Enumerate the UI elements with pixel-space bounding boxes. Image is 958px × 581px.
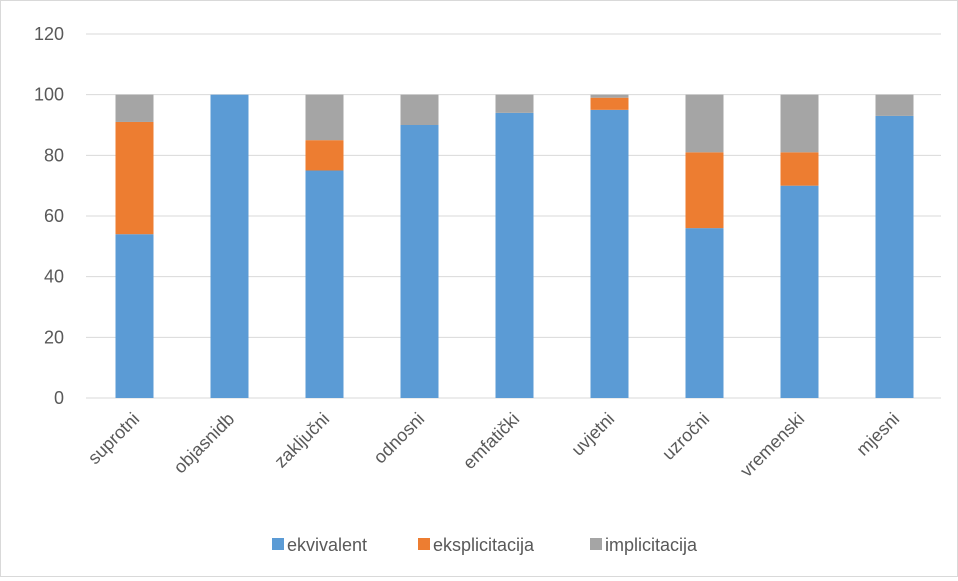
legend-swatch-ekvivalent	[272, 538, 284, 550]
x-tick-label: zaključni	[270, 409, 333, 472]
bar-ekvivalent-zaključni	[305, 170, 344, 398]
bar-ekvivalent-uzročni	[685, 228, 724, 398]
x-tick-label: mjesni	[852, 409, 903, 460]
bar-eksplicitacija-zaključni	[305, 140, 344, 171]
bar-ekvivalent-mjesni	[875, 115, 914, 399]
x-tick-label: objasnidb	[170, 409, 239, 478]
x-tick-label: emfatički	[459, 409, 523, 473]
y-tick-label: 0	[54, 388, 64, 408]
x-tick-label: odnosni	[370, 409, 429, 468]
bar-ekvivalent-emfatički	[495, 112, 534, 398]
y-tick-label: 20	[44, 327, 64, 347]
bar-implicitacija-zaključni	[305, 94, 344, 141]
bar-implicitacija-odnosni	[400, 94, 439, 125]
bar-eksplicitacija-vremenski	[780, 152, 819, 186]
bar-implicitacija-vremenski	[780, 94, 819, 153]
y-tick-label: 40	[44, 267, 64, 287]
bar-ekvivalent-objasnidb	[210, 94, 249, 399]
bar-ekvivalent-odnosni	[400, 125, 439, 398]
legend-label: ekvivalent	[287, 535, 367, 555]
y-axis-ticks: 0 20 40 60 80 100 120	[34, 24, 64, 408]
legend-label: eksplicitacija	[433, 535, 535, 555]
bar-eksplicitacija-suprotni	[115, 121, 154, 235]
bar-implicitacija-uvjetni	[590, 94, 629, 98]
legend-label: implicitacija	[605, 535, 698, 555]
x-tick-label: uzročni	[658, 409, 713, 464]
bar-ekvivalent-vremenski	[780, 185, 819, 398]
bar-implicitacija-suprotni	[115, 94, 154, 122]
y-tick-label: 120	[34, 24, 64, 44]
bar-implicitacija-uzročni	[685, 94, 724, 153]
legend: ekvivalent eksplicitacija implicitacija	[272, 535, 698, 555]
bar-ekvivalent-suprotni	[115, 234, 154, 398]
y-tick-label: 60	[44, 206, 64, 226]
x-tick-label: suprotni	[84, 409, 143, 468]
bar-eksplicitacija-uvjetni	[590, 97, 629, 110]
legend-swatch-implicitacija	[590, 538, 602, 550]
y-tick-label: 100	[34, 85, 64, 105]
bar-eksplicitacija-uzročni	[685, 152, 724, 229]
bar-ekvivalent-uvjetni	[590, 109, 629, 398]
x-tick-label: uvjetni	[567, 409, 618, 460]
bar-implicitacija-emfatički	[495, 94, 534, 113]
x-axis-ticks: suprotni objasnidb zaključni odnosni emfatič…	[84, 409, 903, 481]
bar-implicitacija-mjesni	[875, 94, 914, 116]
x-tick-label: vremenski	[736, 409, 808, 481]
legend-swatch-eksplicitacija	[418, 538, 430, 550]
bars	[115, 94, 914, 399]
y-tick-label: 80	[44, 145, 64, 165]
